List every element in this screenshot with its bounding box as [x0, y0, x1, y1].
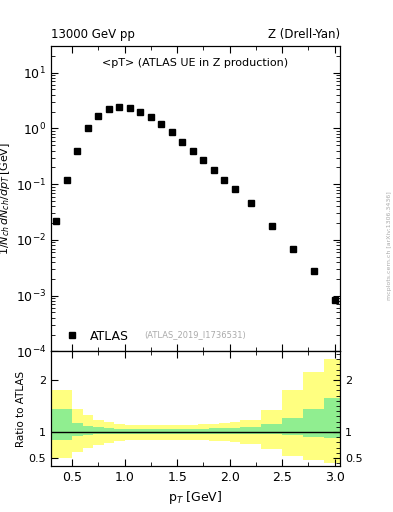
Y-axis label: $1/N_{ch}\,dN_{ch}/dp_T\,[\mathrm{GeV}]$: $1/N_{ch}\,dN_{ch}/dp_T\,[\mathrm{GeV}]$: [0, 142, 12, 255]
Text: Z (Drell-Yan): Z (Drell-Yan): [268, 29, 340, 41]
X-axis label: p$_T$ [GeV]: p$_T$ [GeV]: [168, 489, 223, 506]
Text: (ATLAS_2019_I1736531): (ATLAS_2019_I1736531): [145, 330, 246, 339]
Text: 13000 GeV pp: 13000 GeV pp: [51, 29, 135, 41]
Text: <pT> (ATLAS UE in Z production): <pT> (ATLAS UE in Z production): [103, 58, 288, 68]
Text: mcplots.cern.ch [arXiv:1306.3436]: mcplots.cern.ch [arXiv:1306.3436]: [387, 191, 392, 300]
Y-axis label: Ratio to ATLAS: Ratio to ATLAS: [16, 371, 26, 447]
Legend: ATLAS: ATLAS: [57, 327, 131, 345]
